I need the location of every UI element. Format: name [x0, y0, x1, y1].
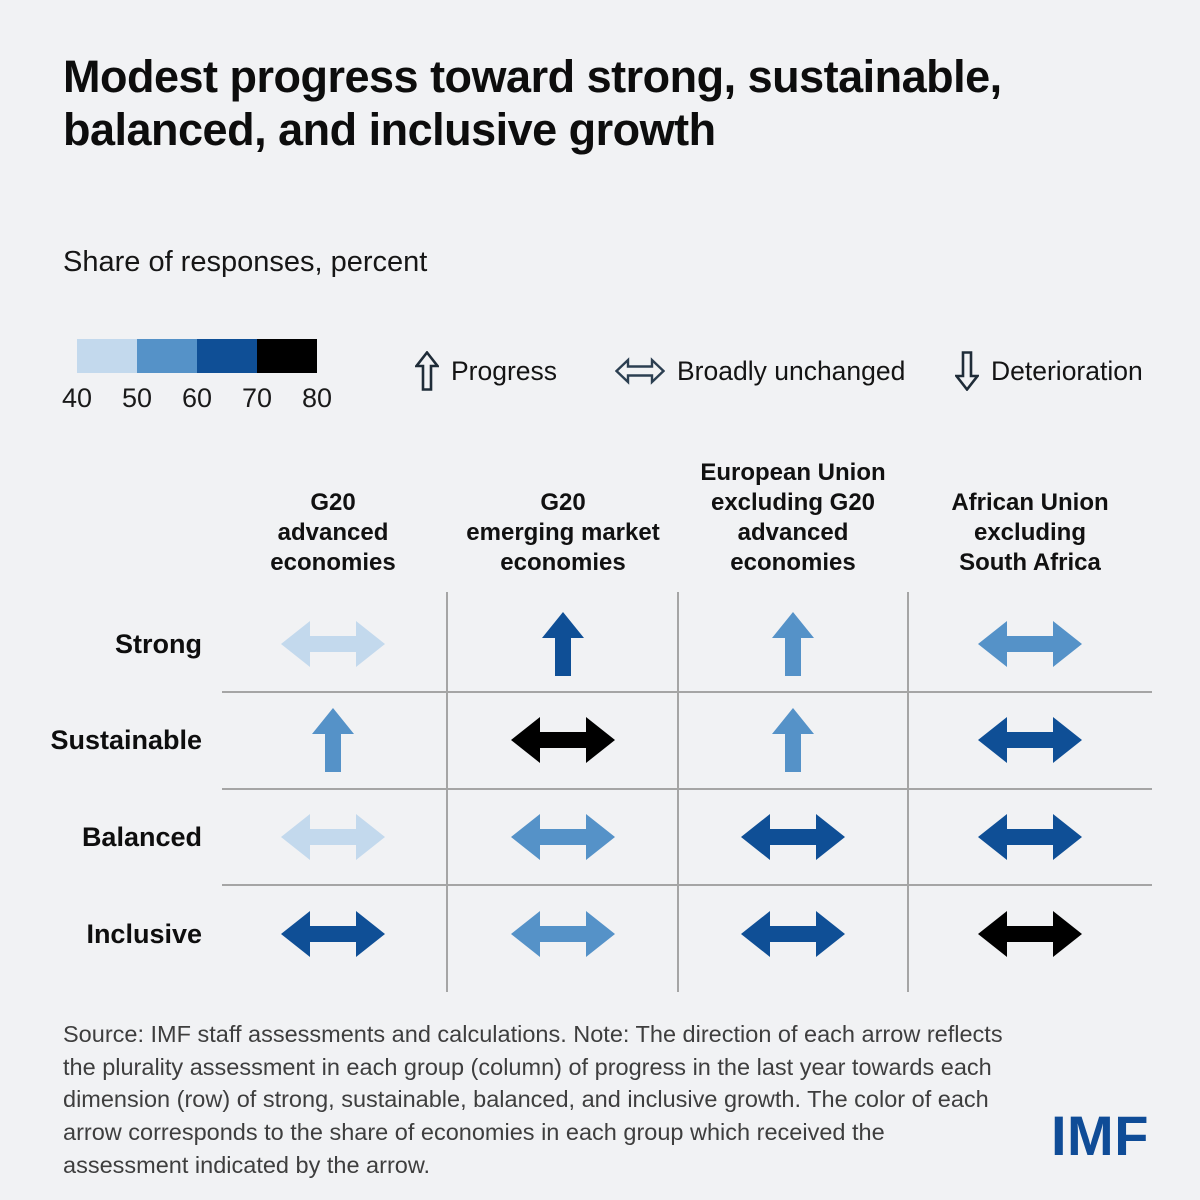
legend-item-deterioration: Deterioration	[955, 348, 1143, 394]
page-title: Modest progress toward strong, sustainab…	[63, 51, 1002, 156]
legend-item-unchanged: Broadly unchanged	[615, 348, 905, 394]
down-arrow-outline-icon	[955, 351, 979, 391]
progress-up-arrow-icon	[312, 708, 354, 772]
legend-label-unchanged: Broadly unchanged	[677, 355, 906, 386]
color-scale-tick: 40	[61, 383, 93, 413]
color-scale-blocks	[77, 339, 317, 373]
progress-up-arrow-icon	[772, 612, 814, 676]
color-scale-block	[77, 339, 137, 373]
unchanged-double-arrow-icon	[281, 621, 385, 667]
grid-line-horizontal	[222, 691, 1152, 693]
unchanged-double-arrow-icon	[281, 911, 385, 957]
progress-up-arrow-icon	[542, 612, 584, 676]
color-scale-tick: 60	[181, 383, 213, 413]
column-header-au-excl-sa: African Union excluding South Africa	[951, 489, 1109, 576]
row-label-strong: Strong	[115, 629, 202, 659]
progress-up-arrow-icon	[772, 708, 814, 772]
legend-label-deterioration: Deterioration	[991, 355, 1143, 386]
chart-units-subtitle: Share of responses, percent	[63, 246, 428, 278]
column-header-g20-emerging: G20 emerging market economies	[466, 489, 660, 576]
unchanged-double-arrow-icon	[741, 814, 845, 860]
column-header-eu-excl-g20: European Union excluding G20 advanced ec…	[700, 459, 886, 576]
color-scale-tick: 50	[121, 383, 153, 413]
unchanged-double-arrow-icon	[741, 911, 845, 957]
grid-line-vertical	[677, 592, 679, 992]
unchanged-double-arrow-icon	[978, 717, 1082, 763]
unchanged-double-arrow-icon	[511, 814, 615, 860]
grid-line-vertical	[907, 592, 909, 992]
unchanged-double-arrow-icon	[281, 814, 385, 860]
color-scale-ticks: 40 50 60 70 80	[62, 383, 332, 419]
unchanged-double-arrow-icon	[978, 911, 1082, 957]
source-note: Source: IMF staff assessments and calcul…	[63, 1021, 1003, 1178]
row-label-inclusive: Inclusive	[86, 919, 202, 949]
column-header-g20-advanced: G20 advanced economies	[270, 489, 396, 576]
color-scale-tick: 80	[301, 383, 333, 413]
color-scale-block	[137, 339, 197, 373]
imf-logo: IMF	[1051, 1104, 1149, 1167]
unchanged-double-arrow-icon	[978, 814, 1082, 860]
double-arrow-outline-icon	[615, 357, 665, 385]
up-arrow-outline-icon	[415, 351, 439, 391]
legend-item-progress: Progress	[415, 348, 557, 394]
grid-line-vertical	[446, 592, 448, 992]
unchanged-double-arrow-icon	[978, 621, 1082, 667]
legend-label-progress: Progress	[451, 355, 558, 386]
color-scale-block	[197, 339, 257, 373]
grid-line-horizontal	[222, 788, 1152, 790]
row-label-sustainable: Sustainable	[50, 725, 202, 755]
unchanged-double-arrow-icon	[511, 911, 615, 957]
grid-line-horizontal	[222, 884, 1152, 886]
color-scale-legend: 40 50 60 70 80	[62, 339, 332, 429]
unchanged-double-arrow-icon	[511, 717, 615, 763]
color-scale-tick: 70	[241, 383, 273, 413]
row-label-balanced: Balanced	[81, 822, 202, 852]
color-scale-block	[257, 339, 317, 373]
